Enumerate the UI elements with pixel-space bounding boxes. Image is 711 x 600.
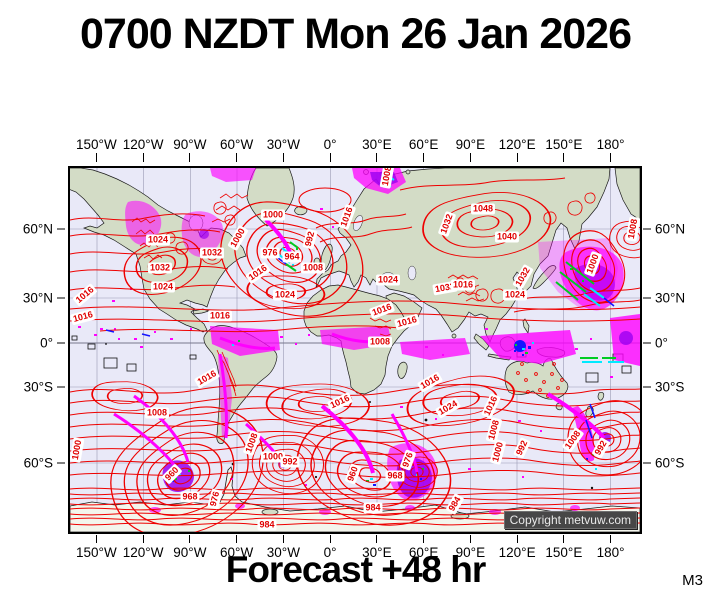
lon-tick-label: 60°E: [400, 535, 447, 560]
longitude-axis-bottom: 150°W 120°W 90°W 60°W 30°W 0° 30°E 60°E 90°E 120°…: [73, 535, 634, 560]
lon-tick-label: 180°: [587, 535, 634, 560]
lon-tick-label: 120°E: [494, 535, 541, 560]
lon-tick-label: 150°W: [73, 535, 120, 560]
lon-tick-label: 90°E: [447, 535, 494, 560]
lon-tick-label: 90°E: [447, 137, 494, 162]
lon-tick-label: 150°E: [541, 137, 588, 162]
lat-tick-label: 60°N: [643, 222, 685, 237]
lat-tick-label: 30°S: [24, 380, 65, 395]
forecast-hour-label: Forecast +48 hr: [225, 549, 487, 590]
latitude-axis-right: 60°N 30°N 0° 30°S 60°S: [642, 168, 711, 532]
lat-tick-label: 30°S: [643, 380, 684, 395]
lon-tick-label: 60°E: [400, 137, 447, 162]
latitude-axis-left: 60°N 30°N 0° 30°S 60°S: [0, 168, 66, 532]
lon-tick-label: 90°W: [167, 137, 214, 162]
lon-tick-label: 120°W: [120, 535, 167, 560]
lat-tick-label: 0°: [643, 336, 668, 351]
lat-tick-label: 30°N: [643, 291, 685, 306]
lat-tick-label: 0°: [40, 336, 65, 351]
longitude-axis-top: 150°W 120°W 90°W 60°W 30°W 0° 30°E 60°E 90°E 120°…: [73, 137, 634, 162]
lat-tick-label: 60°S: [643, 456, 684, 471]
lon-tick-label: 90°W: [167, 535, 214, 560]
lon-tick-label: 120°W: [120, 137, 167, 162]
lat-tick-label: 60°N: [23, 222, 65, 237]
lon-tick-label: 150°E: [541, 535, 588, 560]
lon-tick-label: 30°E: [354, 137, 401, 162]
lat-tick-label: 60°S: [24, 456, 65, 471]
lon-tick-label: 180°: [587, 137, 634, 162]
lon-tick-label: 150°W: [73, 137, 120, 162]
world-pressure-map: 1000 1024 1032 1032 1024 1000 976 964 992 1008 101…: [68, 166, 642, 534]
isobar-map-canvas: [70, 168, 640, 532]
copyright-badge: Copyright metvuw.com: [503, 511, 637, 529]
model-code: M3: [682, 572, 703, 589]
lon-tick-label: 30°W: [260, 535, 307, 560]
station-markers: [516, 362, 564, 398]
lat-tick-label: 30°N: [23, 291, 65, 306]
lon-tick-label: 60°W: [213, 535, 260, 560]
lon-tick-label: 120°E: [494, 137, 541, 162]
lon-tick-label: 30°W: [260, 137, 307, 162]
page-title: 0700 NZDT Mon 26 Jan 2026: [80, 10, 632, 58]
lon-tick-label: 60°W: [213, 137, 260, 162]
lon-tick-label: 0°: [307, 137, 354, 162]
lon-tick-label: 0°: [307, 535, 354, 560]
lon-tick-label: 30°E: [354, 535, 401, 560]
